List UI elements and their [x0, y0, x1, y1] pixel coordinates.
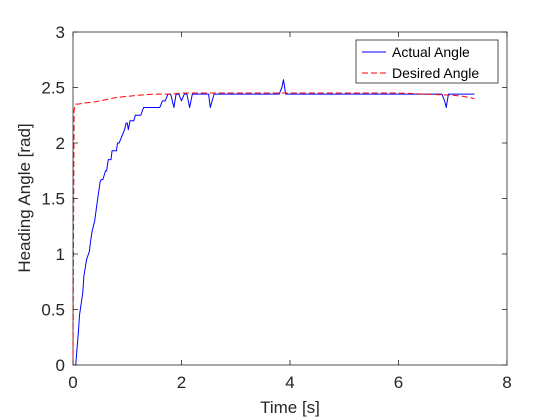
x-tick-label: 0: [68, 373, 77, 392]
legend-box: [355, 39, 499, 84]
y-tick-label: 0: [56, 356, 65, 375]
x-tick-label: 4: [285, 373, 294, 392]
y-tick-label: 3: [56, 23, 65, 42]
y-tick-label: 1.5: [41, 190, 65, 209]
y-tick-label: 2: [56, 134, 65, 153]
x-tick-label: 8: [502, 373, 511, 392]
legend-label-actual-angle: Actual Angle: [392, 44, 470, 60]
series-layer: [72, 79, 475, 366]
axes-box: [72, 31, 508, 366]
tick-layer: 0 2 4 6 8 0 0.5 1 1.5 2 2.5 3: [41, 23, 511, 392]
y-tick-label: 0.5: [41, 301, 65, 320]
y-tick-label: 1: [56, 245, 65, 264]
x-axis-label: Time [s]: [260, 398, 320, 417]
series-line-actual-angle: [73, 79, 475, 366]
plot-area: 0 2 4 6 8 0 0.5 1 1.5 2 2.5 3: [41, 23, 511, 392]
x-tick-label: 6: [394, 373, 403, 392]
series-line-desired-angle: [72, 92, 475, 366]
x-tick-label: 2: [177, 373, 186, 392]
legend: Actual Angle Desired Angle: [355, 39, 499, 84]
y-tick-label: 2.5: [41, 79, 65, 98]
y-axis-label: Heading Angle [rad]: [15, 123, 34, 272]
legend-label-desired-angle: Desired Angle: [392, 65, 479, 81]
